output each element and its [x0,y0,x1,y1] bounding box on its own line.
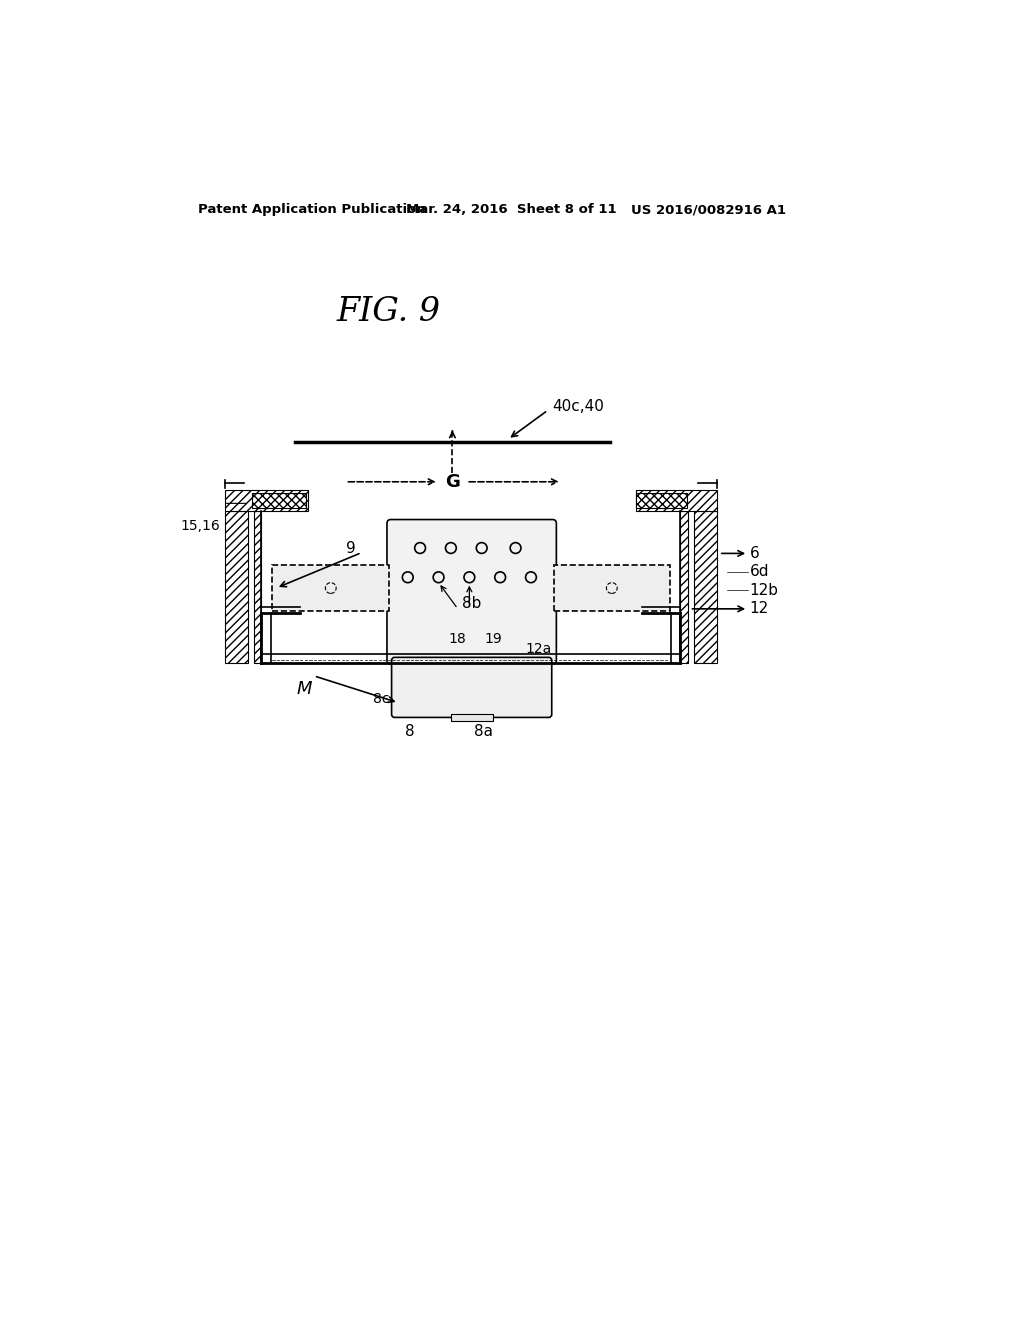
FancyBboxPatch shape [387,520,556,664]
Text: 8: 8 [406,723,415,739]
Text: 6: 6 [750,546,760,561]
Bar [224,490,307,511]
Text: 18: 18 [449,632,467,645]
Text: FIG. 9: FIG. 9 [337,297,440,329]
Text: US 2016/0082916 A1: US 2016/0082916 A1 [631,203,786,216]
Text: 8c: 8c [374,692,390,706]
Text: G: G [445,473,460,491]
Text: 12b: 12b [750,583,778,598]
Bar [636,490,717,511]
Text: 15,16: 15,16 [181,520,220,533]
Bar [254,511,261,663]
Text: Mar. 24, 2016  Sheet 8 of 11: Mar. 24, 2016 Sheet 8 of 11 [407,203,616,216]
Text: 9: 9 [346,540,355,556]
Text: 6d: 6d [750,565,769,579]
Bar [680,511,688,663]
Bar [451,714,494,721]
Text: M: M [297,681,312,698]
Bar [694,511,717,663]
Text: 8a: 8a [474,723,493,739]
Bar [224,511,248,663]
Text: 12: 12 [750,602,769,616]
Bar [272,565,389,611]
Text: Patent Application Publication: Patent Application Publication [199,203,426,216]
Text: 19: 19 [484,632,502,645]
Bar [252,492,306,508]
Text: 8b: 8b [462,595,481,611]
Bar [554,565,670,611]
FancyBboxPatch shape [391,657,552,718]
Text: 40c,40: 40c,40 [553,399,604,414]
Bar [636,492,686,508]
Text: 12a: 12a [525,642,552,656]
